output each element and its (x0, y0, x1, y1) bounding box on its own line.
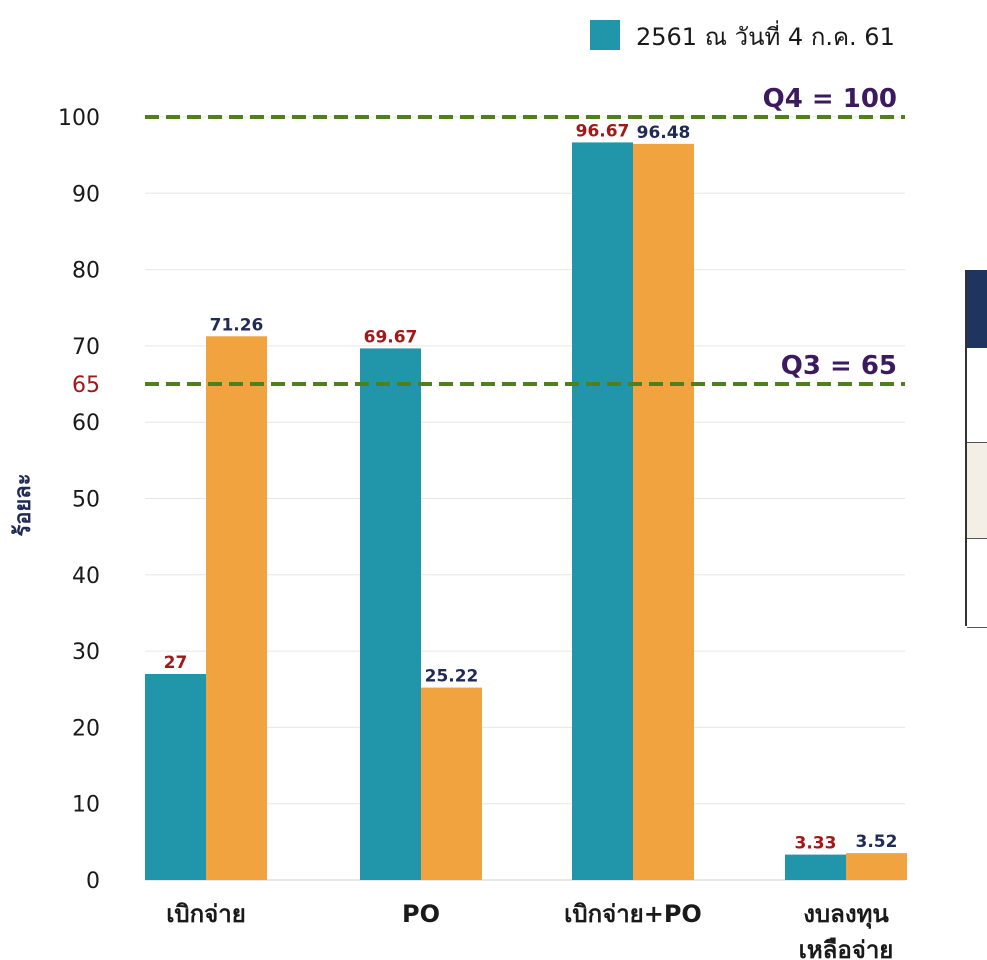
y-axis-label: ร้อยละ (11, 473, 36, 536)
x-category-label: PO (402, 900, 440, 928)
data-labels: 27 69.67 96.67 3.33 71.26 25.22 96.48 3.52 (164, 121, 898, 853)
bar (206, 336, 267, 880)
bars (145, 142, 907, 880)
bar (421, 687, 482, 880)
data-label: 3.33 (795, 834, 837, 854)
y-tick-label: 90 (72, 182, 100, 207)
bar (145, 673, 206, 880)
data-label: 3.52 (856, 832, 898, 852)
y-tick-label: 60 (72, 411, 100, 436)
bar (572, 142, 633, 880)
reference-lines: Q4 = 100 Q3 = 65 (145, 84, 905, 387)
y-tick-label: 10 (72, 793, 100, 818)
data-label: 71.26 (210, 315, 264, 335)
y-tick-label: 30 (72, 640, 100, 665)
x-category-label: เบิกจ่าย+PO (564, 900, 702, 928)
bar (785, 854, 846, 880)
y-axis-ticks: 0 10 20 30 40 50 60 70 80 90 100 65 (58, 106, 100, 894)
x-category-label: เบิกจ่าย (166, 900, 246, 928)
data-label: 25.22 (425, 667, 479, 687)
y-tick-label: 50 (72, 488, 100, 513)
y-tick-label: 40 (72, 564, 100, 589)
side-table-row (967, 442, 987, 539)
side-table-header (967, 270, 987, 348)
legend-swatch (590, 20, 620, 50)
y-tick-label: 100 (58, 106, 100, 131)
bar (360, 348, 421, 880)
data-label: 96.48 (637, 123, 691, 143)
data-label: 27 (164, 653, 188, 673)
x-category-label: งบลงทุน (803, 900, 889, 930)
y-tick-label-threshold: 65 (72, 373, 100, 398)
y-tick-label: 0 (86, 869, 100, 894)
y-tick-label: 80 (72, 259, 100, 284)
x-category-label: เหลือจ่าย (799, 936, 894, 960)
y-tick-label: 70 (72, 335, 100, 360)
legend: 2561 ณ วันที่ 4 ก.ค. 61 (590, 20, 895, 51)
bar (846, 853, 907, 880)
side-table-row (967, 538, 987, 628)
legend-label: 2561 ณ วันที่ 4 ก.ค. 61 (636, 20, 895, 51)
data-label: 69.67 (364, 327, 418, 347)
bar (633, 143, 694, 880)
data-label: 96.67 (576, 121, 630, 141)
side-table-fragment (965, 270, 987, 628)
reference-line-label: Q4 = 100 (763, 84, 897, 114)
reference-line-label: Q3 = 65 (781, 351, 897, 381)
y-tick-label: 20 (72, 716, 100, 741)
